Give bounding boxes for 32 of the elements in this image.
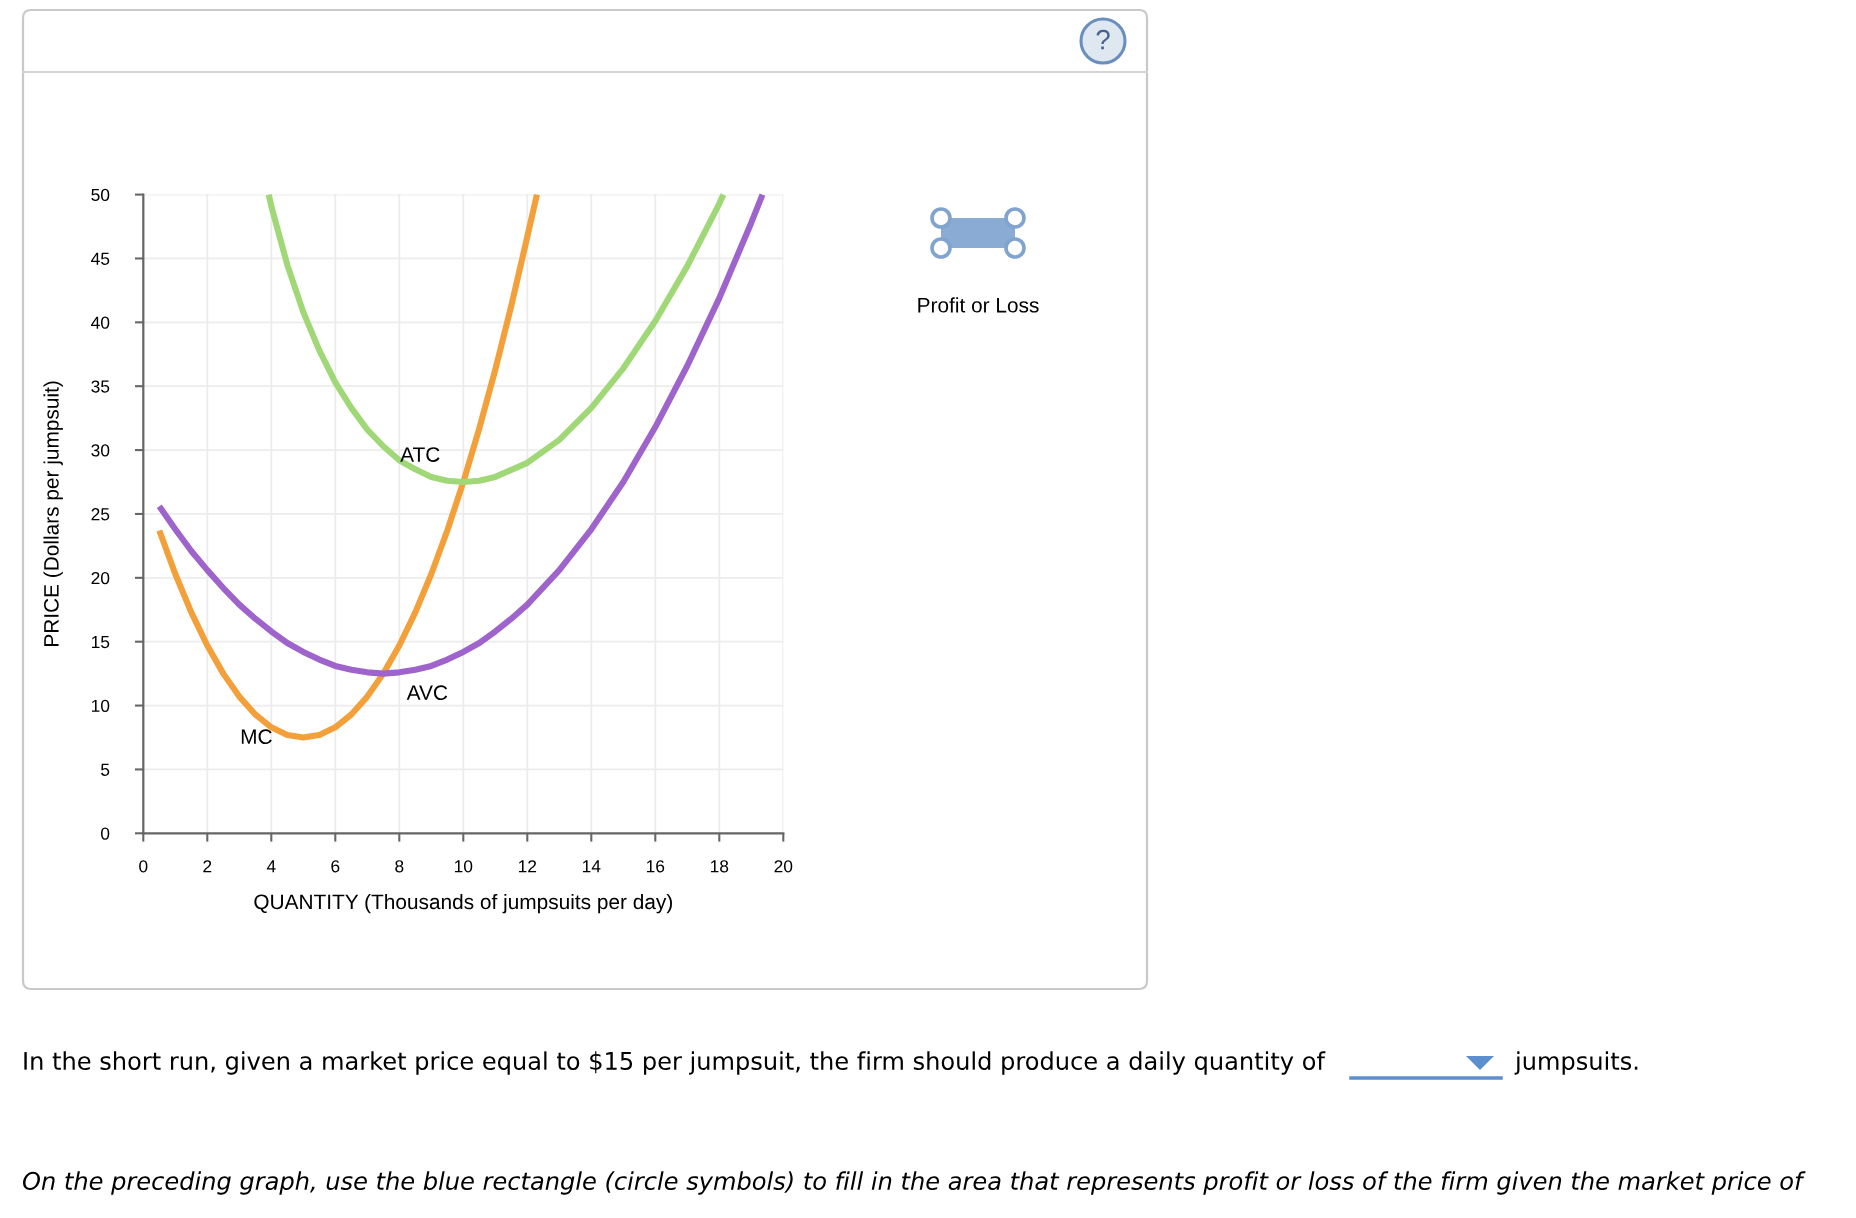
x-tick-label: 6	[331, 860, 340, 873]
y-tick-label: 35	[91, 380, 110, 393]
y-tick-label: 40	[91, 316, 110, 329]
y-tick-label: 20	[91, 571, 110, 585]
text: Profit or Loss	[918, 297, 1039, 313]
y-axis-title: PRICE (Dollars per jumpsuit)	[43, 381, 63, 646]
series-label: MC	[241, 729, 272, 745]
x-tick-label: 8	[395, 860, 404, 873]
x-tick-label: 20	[774, 860, 793, 873]
y-tick-label: 30	[91, 444, 110, 457]
text: In the short run, given a market price equal to $15 per jumpsuit, the firm should produce a daily quantity of	[24, 1051, 1326, 1075]
y-tick-label: 50	[91, 188, 110, 202]
x-tick-label: 2	[203, 860, 212, 873]
y-tick-label: 15	[91, 636, 110, 649]
x-axis-title: QUANTITY (Thousands of jumpsuits per day)	[254, 893, 672, 914]
text: ?	[1096, 29, 1110, 50]
text: jumpsuits.	[1514, 1051, 1638, 1075]
x-tick-label: 18	[710, 860, 729, 873]
y-tick-label: 0	[100, 827, 110, 840]
y-tick-label: 25	[91, 508, 110, 521]
text: On the preceding graph, use the blue rectangle (circle symbols) to fill in the area that represents profit or loss of the firm given the market price of	[22, 1171, 1806, 1195]
x-tick-label: 12	[518, 860, 537, 873]
series-label: AVC	[406, 685, 448, 701]
series-label: ATC	[400, 447, 440, 462]
x-tick-label: 10	[454, 860, 473, 873]
y-tick-label: 5	[101, 763, 110, 776]
y-tick-label: 10	[91, 699, 110, 713]
x-tick-label: 14	[582, 860, 601, 873]
x-tick-label: 0	[139, 860, 148, 873]
y-tick-label: 45	[91, 252, 110, 265]
x-tick-label: 16	[646, 860, 665, 873]
x-tick-label: 4	[266, 860, 276, 873]
